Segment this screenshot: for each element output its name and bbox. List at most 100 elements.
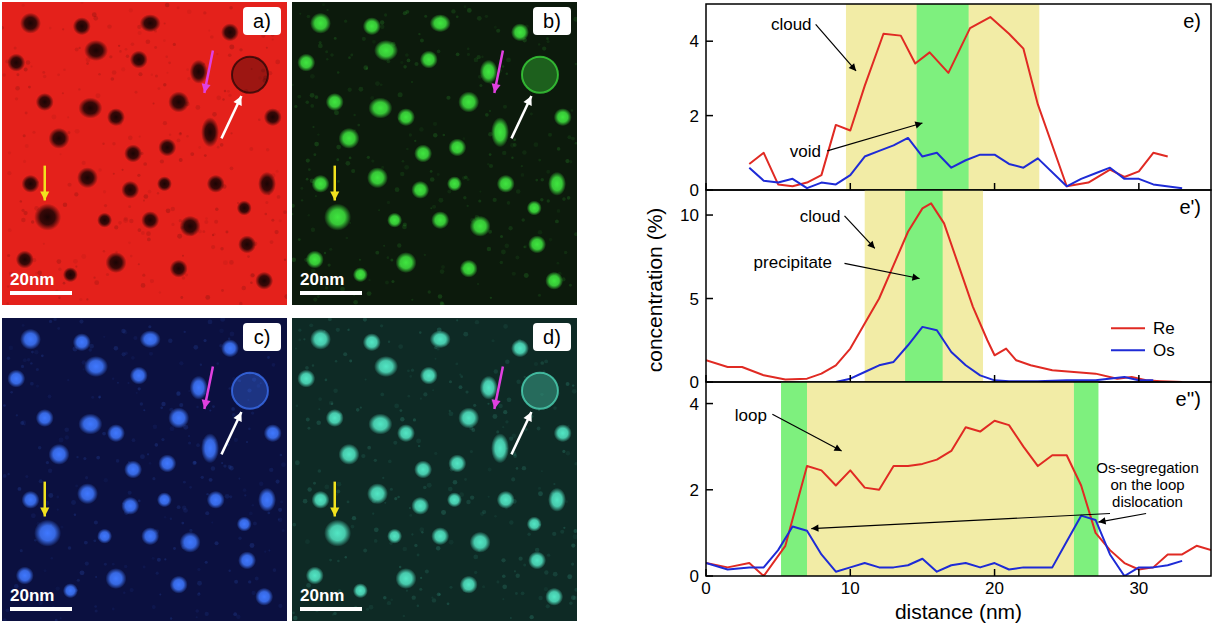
noise-speck (487, 247, 491, 251)
particle (207, 491, 225, 509)
noise-speck (411, 369, 414, 372)
particle (20, 329, 41, 350)
noise-speck (79, 298, 82, 301)
particle (264, 108, 282, 126)
noise-speck (310, 104, 314, 108)
noise-speck (267, 356, 270, 359)
scale-bar (300, 607, 362, 611)
noise-speck (142, 274, 145, 277)
noise-speck (166, 72, 168, 74)
noise-speck (420, 38, 424, 42)
noise-speck (3, 618, 7, 621)
noise-speck (424, 254, 426, 256)
noise-speck (202, 230, 205, 233)
particle (157, 492, 172, 507)
plot-area (749, 4, 1182, 190)
plot-frame (706, 190, 1211, 382)
noise-speck (521, 165, 523, 167)
noise-speck (152, 605, 156, 609)
noise-speck (10, 391, 13, 394)
noise-speck (2, 26, 4, 30)
noise-speck (317, 295, 320, 298)
region-band (905, 190, 943, 382)
noise-speck (43, 75, 47, 79)
particle (554, 424, 572, 442)
noise-speck (307, 427, 310, 430)
noise-speck (344, 20, 347, 23)
noise-speck (534, 362, 538, 366)
particle (63, 267, 78, 282)
noise-speck (502, 585, 507, 590)
noise-speck (60, 525, 63, 528)
noise-speck (168, 338, 172, 342)
noise-speck (433, 133, 438, 138)
particle (528, 235, 546, 253)
noise-speck (85, 561, 89, 565)
noise-speck (58, 296, 60, 298)
noise-speck (489, 153, 492, 156)
noise-speck (372, 40, 376, 44)
noise-speck (380, 393, 384, 397)
arrow-head (202, 399, 211, 409)
noise-speck (255, 577, 259, 581)
noise-speck (317, 133, 319, 135)
noise-speck (464, 478, 467, 481)
noise-speck (209, 478, 213, 482)
noise-speck (305, 101, 309, 105)
noise-speck (348, 88, 352, 92)
noise-speck (75, 129, 80, 134)
particle (448, 138, 466, 156)
noise-speck (465, 390, 468, 393)
noise-speck (22, 324, 25, 327)
noise-speck (516, 380, 520, 384)
noise-speck (128, 242, 131, 245)
noise-speck (574, 588, 577, 592)
noise-speck (163, 83, 166, 86)
noise-speck (407, 369, 410, 372)
noise-speck (77, 579, 80, 582)
arrow-head (867, 241, 875, 249)
noise-speck (42, 71, 45, 74)
noise-speck (250, 543, 255, 548)
noise-speck (223, 464, 226, 467)
noise-speck (79, 319, 83, 323)
noise-speck (294, 105, 297, 108)
x-tick-label: 0 (701, 579, 710, 598)
x-axis-title: distance (nm) (895, 600, 1022, 623)
noise-speck (566, 382, 570, 386)
particle (77, 167, 98, 188)
noise-speck (123, 592, 125, 594)
noise-speck (161, 402, 165, 406)
noise-speck (569, 602, 573, 606)
noise-speck (371, 159, 374, 162)
noise-speck (102, 142, 104, 144)
noise-speck (103, 190, 106, 193)
noise-speck (403, 11, 407, 15)
noise-speck (335, 360, 337, 362)
noise-speck (164, 558, 166, 560)
noise-speck (473, 404, 476, 407)
noise-speck (221, 462, 223, 464)
noise-speck (130, 588, 134, 592)
noise-speck (193, 461, 196, 464)
particle (221, 339, 239, 357)
noise-speck (292, 213, 293, 215)
particle (190, 60, 208, 84)
noise-speck (122, 169, 124, 171)
y-tick (706, 214, 713, 216)
noise-speck (463, 332, 468, 337)
noise-speck (86, 298, 88, 300)
particle (430, 14, 451, 32)
noise-speck (132, 438, 136, 442)
noise-speck (374, 527, 379, 532)
noise-speck (195, 105, 200, 110)
arrow-shaft (827, 123, 922, 151)
arrow-shaft (1098, 513, 1146, 522)
noise-speck (299, 13, 301, 15)
noise-speck (301, 199, 303, 201)
particle (431, 211, 449, 229)
noise-speck (271, 219, 274, 222)
noise-speck (154, 46, 157, 49)
noise-speck (332, 613, 334, 615)
noise-speck (544, 359, 548, 363)
